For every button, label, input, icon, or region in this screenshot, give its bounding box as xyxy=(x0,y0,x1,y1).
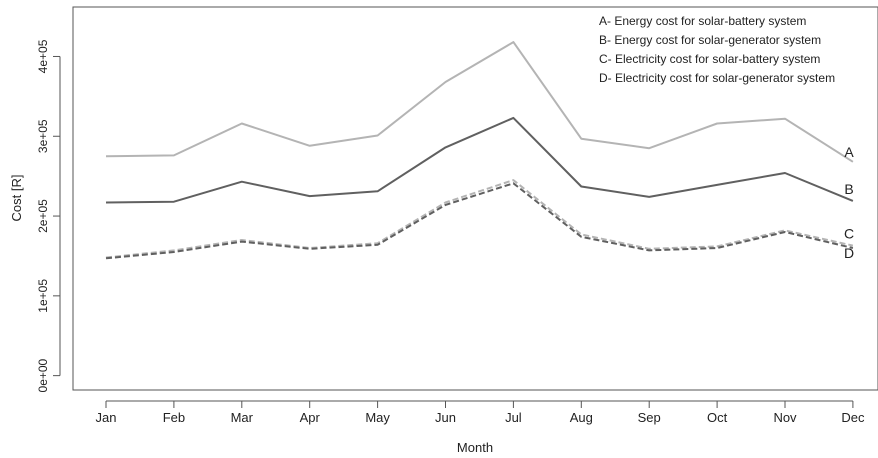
x-tick-label: May xyxy=(365,410,390,425)
series-label-d: D xyxy=(844,245,854,261)
series-label-a: A xyxy=(844,144,854,160)
x-tick-label: Nov xyxy=(773,410,797,425)
y-axis-title: Cost [R] xyxy=(9,175,24,222)
series-line-a xyxy=(105,41,854,163)
x-axis: Jan Feb Mar Apr May Jun Jul Aug Sep Oct Nov Dec xyxy=(96,400,865,425)
y-tick-label: 0e+00 xyxy=(36,358,50,392)
plot-area-frame xyxy=(72,6,878,391)
legend-entry: C- Electricity cost for solar-battery sy… xyxy=(599,52,820,66)
x-tick-label: Sep xyxy=(638,410,661,425)
x-tick-label: Jul xyxy=(505,410,522,425)
y-tick-label: 3e+05 xyxy=(36,119,50,153)
series-lines xyxy=(105,41,854,260)
x-tick-label: Aug xyxy=(570,410,593,425)
series-line-c xyxy=(105,179,854,259)
x-tick-label: Jun xyxy=(435,410,456,425)
legend-entry: D- Electricity cost for solar-generator … xyxy=(599,71,835,85)
x-tick-label: Mar xyxy=(231,410,254,425)
series-end-labels: A B CD xyxy=(844,144,854,261)
series-label-c: C xyxy=(844,226,854,242)
series-line-b xyxy=(105,116,854,204)
y-tick-label: 1e+05 xyxy=(36,279,50,313)
legend-entry: B- Energy cost for solar-generator syste… xyxy=(599,33,821,47)
x-tick-label: Dec xyxy=(841,410,865,425)
y-axis: 0e+00 1e+05 2e+05 3e+05 4e+05 xyxy=(36,39,61,392)
y-tick-label: 2e+05 xyxy=(36,199,50,233)
y-tick-label: 4e+05 xyxy=(36,39,50,73)
x-tick-label: Oct xyxy=(707,410,728,425)
x-tick-label: Apr xyxy=(300,410,321,425)
legend-entry: A- Energy cost for solar-battery system xyxy=(599,14,806,28)
series-line-d xyxy=(105,182,854,260)
x-axis-title: Month xyxy=(457,440,493,455)
series-label-b: B xyxy=(844,181,853,197)
x-tick-label: Jan xyxy=(96,410,117,425)
x-tick-label: Feb xyxy=(163,410,185,425)
legend: A- Energy cost for solar-battery system B… xyxy=(599,14,835,85)
